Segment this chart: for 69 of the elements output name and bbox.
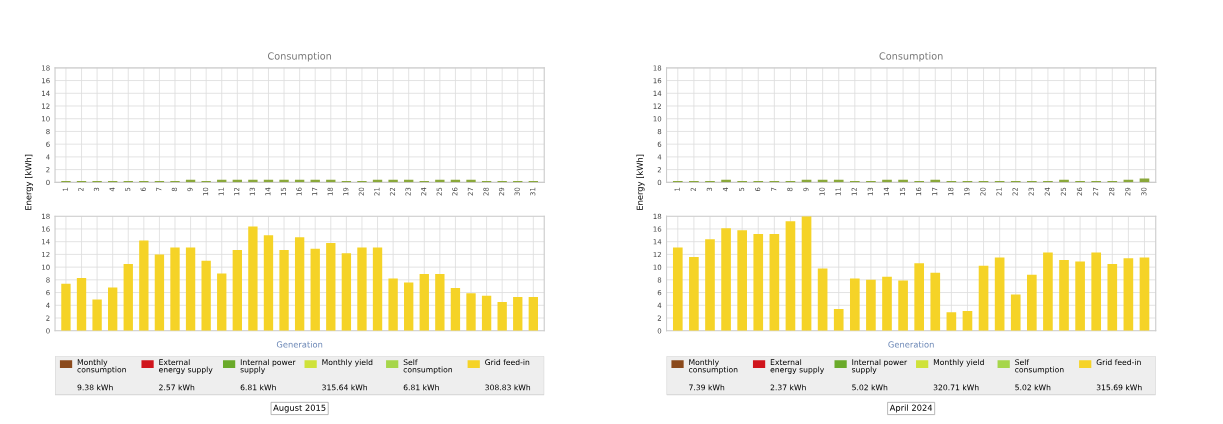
chart-title: Consumption [267, 52, 332, 62]
bar [217, 273, 227, 331]
bar [232, 249, 242, 331]
bar [1075, 261, 1085, 331]
bar [481, 295, 492, 331]
bar [139, 240, 149, 331]
bar [898, 280, 908, 331]
bar [1059, 260, 1069, 331]
y-axis-title: Energy [kWh] [24, 154, 34, 210]
bar [817, 268, 828, 331]
bar [1107, 263, 1118, 331]
bar [108, 287, 118, 331]
bar [61, 283, 71, 331]
bar [1123, 258, 1134, 331]
bar [372, 247, 383, 331]
bar [279, 249, 289, 331]
bar [450, 288, 461, 331]
bar [154, 254, 165, 331]
bar [528, 297, 538, 331]
bar [513, 297, 523, 331]
bar [833, 309, 844, 331]
bar [201, 260, 211, 331]
bar [1010, 294, 1021, 331]
bar [1027, 274, 1037, 331]
bar [705, 239, 715, 331]
bar [866, 279, 876, 331]
bar [123, 263, 133, 331]
bar [1043, 252, 1053, 331]
bar [466, 293, 476, 331]
bar [419, 274, 429, 331]
bar [388, 278, 398, 331]
bar [357, 247, 367, 331]
bar [92, 299, 102, 331]
bar [326, 242, 336, 331]
bar [341, 253, 352, 331]
bar [1091, 252, 1102, 331]
bar [170, 247, 180, 331]
bar [849, 278, 860, 331]
bar [882, 276, 892, 331]
text: August 2015 [273, 404, 326, 413]
bar [721, 228, 731, 331]
bar [248, 226, 258, 331]
bar [994, 257, 1005, 331]
bar [689, 256, 699, 331]
bar [978, 265, 989, 331]
y-axis-title: Energy [kWh] [636, 154, 645, 210]
bar [1139, 257, 1150, 331]
bar [76, 277, 87, 331]
bar [962, 311, 973, 331]
bar [801, 216, 812, 331]
x-axis-title: Generation [888, 341, 934, 348]
bar [946, 312, 957, 331]
bar [753, 234, 764, 331]
bar [769, 234, 780, 331]
bar [497, 302, 507, 331]
bar [737, 230, 747, 331]
bar [263, 235, 274, 331]
bar [672, 247, 683, 331]
bar [185, 247, 196, 331]
bar [930, 272, 941, 331]
bar [310, 248, 320, 331]
bar [785, 221, 796, 331]
x-axis-title: Generation [276, 341, 323, 348]
bar [914, 263, 925, 331]
bar [294, 237, 305, 331]
chart-title: Consumption [879, 52, 943, 62]
bar [435, 274, 445, 331]
text: April 2024 [889, 404, 933, 413]
bar [404, 282, 414, 331]
